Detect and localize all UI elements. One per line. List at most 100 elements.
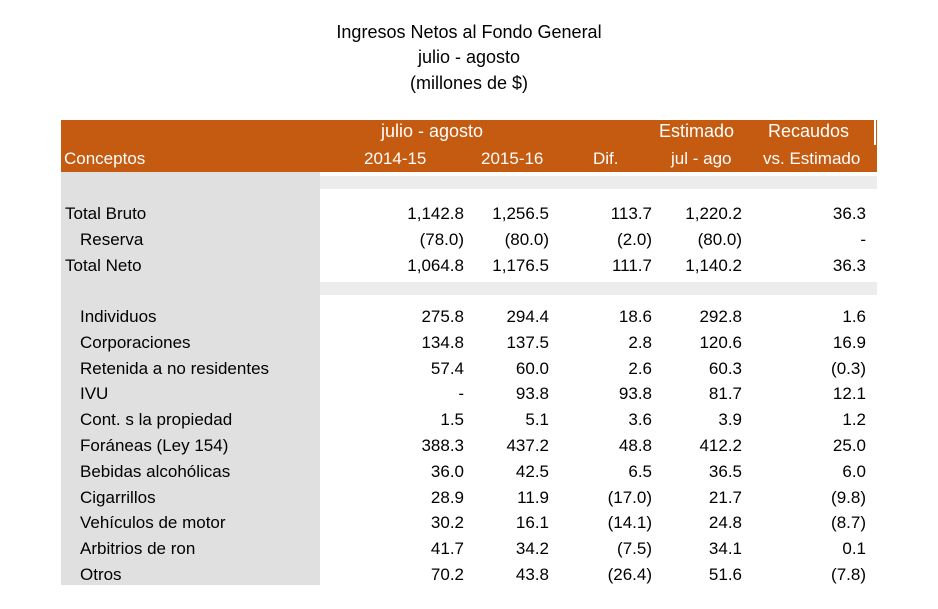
row-stripe — [320, 282, 877, 295]
value-vs-estimado: 0.1 — [842, 539, 866, 559]
value-2014-15: - — [458, 384, 464, 404]
value-2015-16: 93.8 — [515, 384, 549, 404]
row-label: Reserva — [80, 230, 144, 249]
value-2015-16: 294.4 — [506, 307, 549, 326]
value-vs-estimado: 1.2 — [842, 410, 866, 430]
table-row: Arbitrios de ron 41.7 34.2 (7.5) 34.1 0.1 — [0, 536, 938, 561]
value-dif: 48.8 — [618, 436, 652, 455]
row-stripe — [320, 176, 877, 189]
value-2014-15: 1,142.8 — [407, 204, 464, 223]
header-conceptos: Conceptos — [64, 149, 146, 168]
row-label: Vehículos de motor — [80, 513, 226, 533]
header-estimado: Estimado — [659, 121, 735, 141]
table-row: Cigarrillos 28.9 11.9 (17.0) 21.7 (9.8) — [0, 485, 938, 510]
table-row: Otros 70.2 43.8 (26.4) 51.6 (7.8) — [0, 562, 938, 587]
value-estimado: 412.2 — [699, 436, 742, 455]
header-recaudos: Recaudos — [768, 121, 850, 141]
report-units: (millones de $) — [409, 73, 529, 93]
value-2015-16: 1,256.5 — [492, 204, 549, 223]
value-estimado: 24.8 — [708, 513, 742, 533]
value-dif: (17.0) — [607, 487, 652, 507]
value-vs-estimado: 1.6 — [842, 307, 866, 326]
value-dif: 113.7 — [610, 204, 652, 223]
value-2015-16: 60.0 — [515, 358, 549, 378]
table-row: Corporaciones 134.8 137.5 2.8 120.6 16.9 — [0, 330, 938, 355]
value-vs-estimado: (0.3) — [831, 358, 866, 378]
table-row: Total Neto 1,064.8 1,176.5 111.7 1,140.2 36.3 — [0, 253, 938, 278]
value-dif: 93.8 — [618, 384, 652, 404]
value-2015-16: 437.2 — [506, 436, 549, 455]
value-estimado: 292.8 — [699, 307, 742, 326]
table-row: IVU - 93.8 93.8 81.7 12.1 — [0, 381, 938, 406]
row-label: Individuos — [80, 307, 157, 326]
value-vs-estimado: (7.8) — [831, 565, 866, 584]
value-vs-estimado: 36.3 — [832, 256, 866, 275]
value-2014-15: 57.4 — [430, 358, 464, 378]
value-2015-16: 34.2 — [515, 539, 549, 559]
value-estimado: 81.7 — [708, 384, 742, 404]
value-estimado: 120.6 — [699, 332, 742, 352]
value-vs-estimado: 36.3 — [832, 204, 866, 223]
row-label: Cigarrillos — [80, 487, 156, 507]
row-label: Arbitrios de ron — [80, 539, 196, 559]
value-2014-15: 36.0 — [430, 461, 464, 481]
value-estimado: 51.6 — [708, 565, 742, 584]
row-label: Foráneas (Ley 154) — [80, 436, 229, 455]
value-vs-estimado: 25.0 — [832, 436, 866, 455]
row-label: Total Bruto — [65, 204, 147, 223]
value-2015-16: 11.9 — [517, 487, 549, 507]
value-dif: (7.5) — [617, 539, 652, 559]
value-2014-15: 1,064.8 — [407, 256, 464, 275]
value-dif: 2.6 — [628, 358, 652, 378]
value-vs-estimado: 6.0 — [842, 461, 866, 481]
value-2014-15: 41.7 — [430, 539, 464, 559]
value-2014-15: 388.3 — [421, 436, 464, 455]
row-label: IVU — [80, 384, 109, 404]
value-2015-16: (80.0) — [504, 230, 549, 249]
header-separator — [874, 120, 876, 145]
report-subtitle: julio - agosto — [417, 47, 521, 67]
value-estimado: 60.3 — [708, 358, 742, 378]
row-label: Total Neto — [65, 256, 142, 275]
value-dif: (26.4) — [607, 565, 652, 584]
value-dif: 18.6 — [618, 307, 652, 326]
header-year-2: 2015-16 — [481, 149, 544, 168]
value-2014-15: 30.2 — [430, 513, 464, 533]
table-row: Retenida a no residentes 57.4 60.0 2.6 60.3 (… — [0, 356, 938, 381]
header-jul-ago: jul - ago — [671, 149, 732, 168]
row-label: Corporaciones — [80, 332, 191, 352]
value-2014-15: (78.0) — [419, 230, 464, 249]
row-label: Bebidas alcohólicas — [80, 461, 231, 481]
row-label: Cont. s la propiedad — [80, 410, 233, 430]
table-row: Individuos 275.8 294.4 18.6 292.8 1.6 — [0, 304, 938, 329]
value-dif: 6.5 — [628, 461, 652, 481]
table-row: Bebidas alcohólicas 36.0 42.5 6.5 36.5 6.0 — [0, 459, 938, 484]
value-vs-estimado: - — [860, 230, 866, 249]
concept-column-background — [61, 172, 320, 585]
value-estimado: 1,140.2 — [685, 256, 742, 275]
value-2015-16: 5.1 — [525, 410, 549, 430]
value-estimado: 1,220.2 — [685, 204, 742, 223]
value-2014-15: 1.5 — [440, 410, 464, 430]
table-row: Foráneas (Ley 154) 388.3 437.2 48.8 412.2 25.… — [0, 433, 938, 458]
value-vs-estimado: (8.7) — [831, 513, 866, 533]
value-dif: (14.1) — [607, 513, 652, 533]
table-row: Reserva (78.0) (80.0) (2.0) (80.0) - — [0, 227, 938, 252]
value-dif: 111.7 — [611, 256, 652, 275]
value-2014-15: 134.8 — [421, 332, 464, 352]
value-2015-16: 42.5 — [515, 461, 549, 481]
value-dif: 2.8 — [628, 332, 652, 352]
header-year-1: 2014-15 — [364, 149, 427, 168]
value-vs-estimado: (9.8) — [831, 487, 866, 507]
table-row: Vehículos de motor 30.2 16.1 (14.1) 24.8 (8.7… — [0, 510, 938, 535]
value-estimado: 34.1 — [708, 539, 742, 559]
value-estimado: (80.0) — [697, 230, 742, 249]
value-estimado: 3.9 — [718, 410, 742, 430]
value-dif: 3.6 — [628, 410, 652, 430]
value-2014-15: 275.8 — [421, 307, 464, 326]
header-vs-estimado: vs. Estimado — [763, 149, 861, 168]
value-vs-estimado: 12.1 — [832, 384, 866, 404]
row-label: Otros — [80, 565, 122, 584]
row-label: Retenida a no residentes — [80, 358, 270, 378]
table-row: Total Bruto 1,142.8 1,256.5 113.7 1,220.2 36.… — [0, 201, 938, 226]
